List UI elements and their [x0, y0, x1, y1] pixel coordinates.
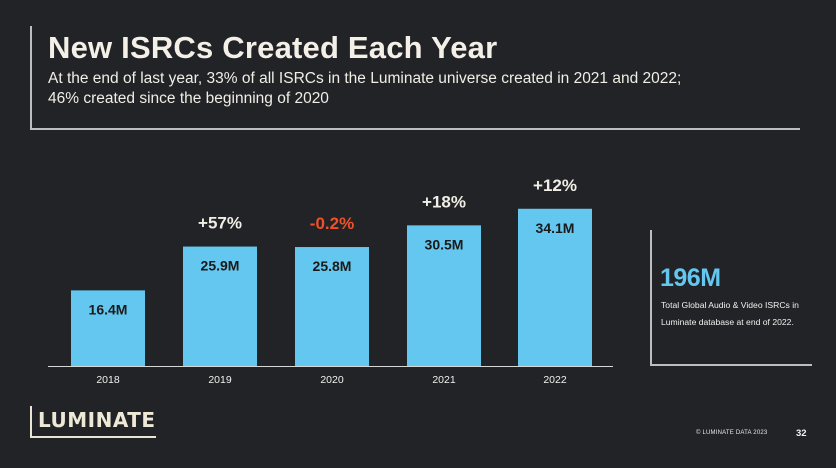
x-tick-label: 2022: [543, 374, 567, 386]
bar-2019: [183, 246, 257, 366]
page-number: 32: [796, 428, 807, 439]
change-label: -0.2%: [310, 214, 354, 233]
x-tick-label: 2020: [320, 374, 344, 386]
luminate-logo: LUMINATE: [30, 406, 156, 438]
bar-value-label: 25.9M: [201, 258, 240, 274]
bar-value-label: 25.8M: [313, 258, 352, 274]
logo-text: LUMINATE: [38, 408, 156, 432]
change-label: +57%: [198, 214, 242, 233]
slide-title: New ISRCs Created Each Year: [48, 30, 498, 65]
x-tick-label: 2019: [208, 374, 232, 386]
bar-value-label: 34.1M: [536, 220, 575, 236]
stat-value: 196M: [660, 264, 721, 292]
x-tick-label: 2021: [432, 374, 456, 386]
stat-description: Total Global Audio & Video ISRCs in Lumi…: [661, 300, 799, 327]
bar-2021: [407, 225, 481, 366]
stat-frame: [650, 230, 812, 366]
title-frame: [30, 26, 800, 130]
bar-2020: [295, 247, 369, 366]
slide-subtitle: At the end of last year, 33% of all ISRC…: [48, 70, 682, 107]
change-label: +12%: [533, 176, 577, 195]
bar-2022: [518, 208, 592, 366]
x-tick-label: 2018: [96, 374, 120, 386]
bar-value-label: 16.4M: [89, 301, 128, 317]
copyright-text: © LUMINATE DATA 2023: [696, 430, 768, 436]
change-label: +18%: [422, 192, 466, 211]
bar-2018: [71, 290, 145, 366]
bar-value-label: 30.5M: [425, 236, 464, 252]
